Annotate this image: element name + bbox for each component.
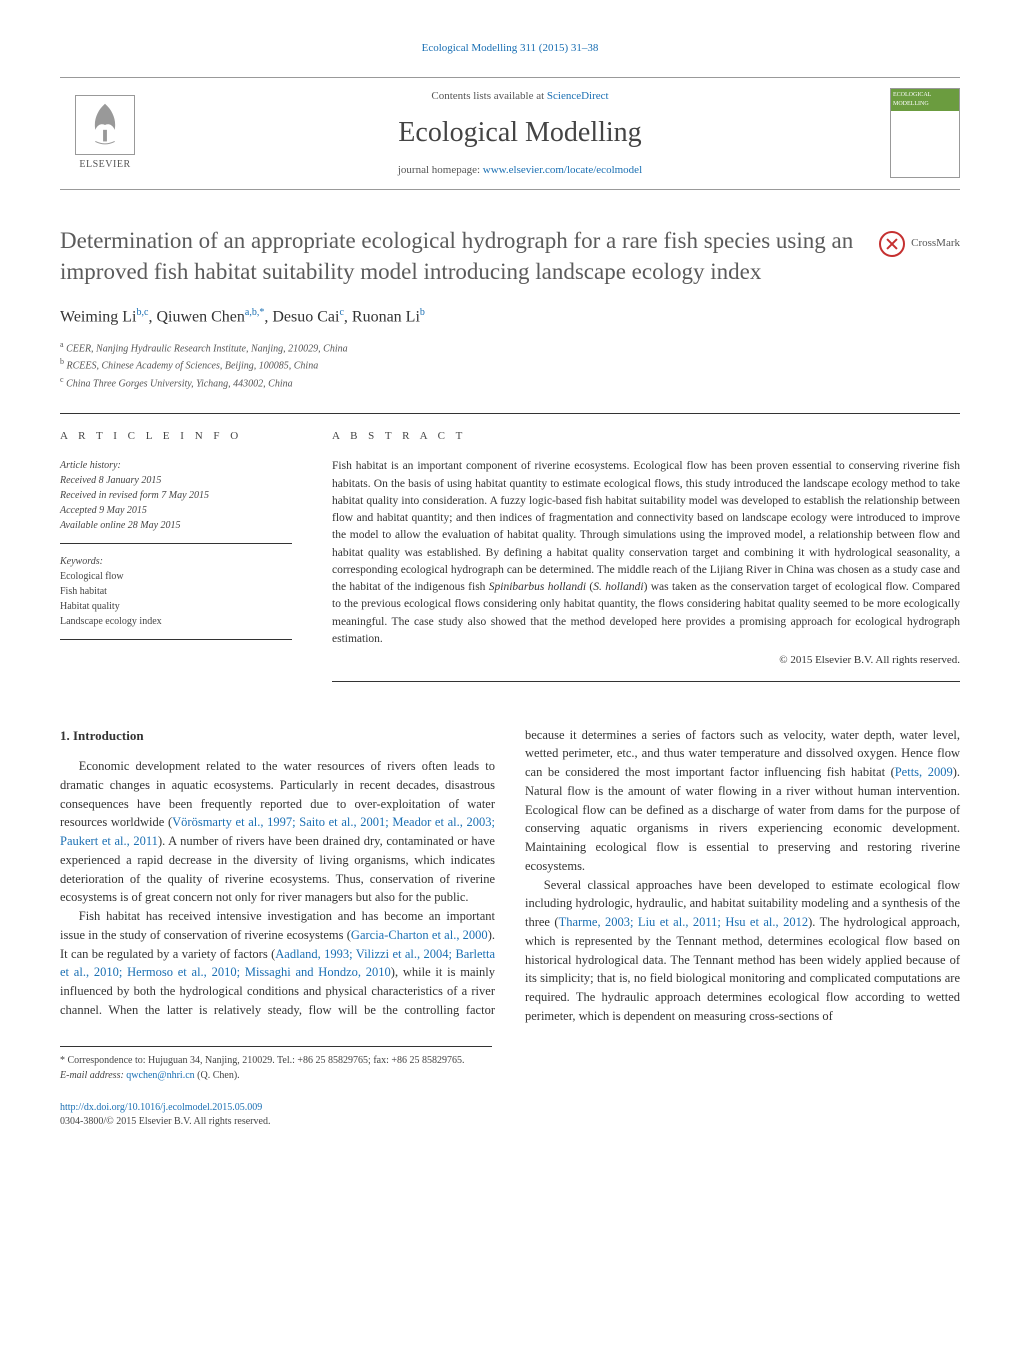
affiliation-c: c China Three Gorges University, Yichang… (60, 374, 960, 391)
body-paragraph: Several classical approaches have been d… (525, 876, 960, 1026)
sciencedirect-link[interactable]: ScienceDirect (547, 90, 609, 102)
section-heading-intro: 1. Introduction (60, 726, 495, 746)
issn-copyright: 0304-3800/© 2015 Elsevier B.V. All right… (60, 1116, 270, 1127)
abstract-column: a b s t r a c t Fish habitat is an impor… (312, 414, 960, 696)
affiliation-b: b RCEES, Chinese Academy of Sciences, Be… (60, 356, 960, 373)
affiliations: a CEER, Nanjing Hydraulic Research Insti… (60, 339, 960, 391)
journal-reference: Ecological Modelling 311 (2015) 31–38 (60, 40, 960, 57)
keywords: Keywords: Ecological flow Fish habitat H… (60, 554, 292, 640)
body-text: 1. Introduction Economic development rel… (60, 726, 960, 1026)
publisher-name: ELSEVIER (79, 157, 130, 172)
publisher-logo: ELSEVIER (60, 95, 150, 172)
footnotes: * Correspondence to: Hujuguan 34, Nanjin… (60, 1046, 492, 1083)
elsevier-tree-icon (75, 95, 135, 155)
keyword-item: Landscape ecology index (60, 614, 292, 629)
article-info-label: a r t i c l e i n f o (60, 428, 292, 445)
doi-link[interactable]: http://dx.doi.org/10.1016/j.ecolmodel.20… (60, 1102, 262, 1113)
abstract-copyright: © 2015 Elsevier B.V. All rights reserved… (332, 652, 960, 669)
keyword-item: Habitat quality (60, 599, 292, 614)
homepage-link[interactable]: www.elsevier.com/locate/ecolmodel (483, 164, 642, 176)
email-line: E-mail address: qwchen@nhri.cn (Q. Chen)… (60, 1068, 492, 1083)
contents-line: Contents lists available at ScienceDirec… (150, 88, 890, 105)
author-email-link[interactable]: qwchen@nhri.cn (126, 1070, 194, 1081)
keywords-head: Keywords: (60, 554, 292, 569)
history-head: Article history: (60, 458, 292, 473)
keyword-item: Ecological flow (60, 569, 292, 584)
abstract-text: Fish habitat is an important component o… (332, 458, 960, 681)
journal-ref-link[interactable]: Ecological Modelling 311 (2015) 31–38 (422, 42, 599, 54)
history-revised: Received in revised form 7 May 2015 (60, 488, 292, 503)
citation-link[interactable]: Garcia-Charton et al., 2000 (351, 928, 488, 942)
cover-label: ECOLOGICAL MODELLING (893, 91, 957, 109)
homepage-line: journal homepage: www.elsevier.com/locat… (150, 162, 890, 179)
header-banner: ELSEVIER Contents lists available at Sci… (60, 77, 960, 190)
contents-prefix: Contents lists available at (431, 90, 546, 102)
crossmark-icon (879, 231, 905, 257)
doi-block: http://dx.doi.org/10.1016/j.ecolmodel.20… (60, 1101, 960, 1129)
banner-center: Contents lists available at ScienceDirec… (150, 88, 890, 179)
journal-name: Ecological Modelling (150, 112, 890, 154)
journal-cover-thumbnail: ECOLOGICAL MODELLING (890, 88, 960, 178)
history-accepted: Accepted 9 May 2015 (60, 503, 292, 518)
article-title: Determination of an appropriate ecologic… (60, 225, 859, 287)
abstract-label: a b s t r a c t (332, 428, 960, 445)
body-paragraph: Economic development related to the wate… (60, 757, 495, 907)
corresponding-author-note: * Correspondence to: Hujuguan 34, Nanjin… (60, 1053, 492, 1068)
citation-link[interactable]: Petts, 2009 (895, 765, 953, 779)
affiliation-a: a CEER, Nanjing Hydraulic Research Insti… (60, 339, 960, 356)
article-info-column: a r t i c l e i n f o Article history: R… (60, 414, 312, 696)
crossmark-label: CrossMark (911, 235, 960, 252)
author-list: Weiming Lib,c, Qiuwen Chena,b,*, Desuo C… (60, 305, 960, 329)
history-received: Received 8 January 2015 (60, 473, 292, 488)
citation-link[interactable]: Tharme, 2003; Liu et al., 2011; Hsu et a… (559, 915, 809, 929)
history-online: Available online 28 May 2015 (60, 518, 292, 533)
keyword-item: Fish habitat (60, 584, 292, 599)
homepage-prefix: journal homepage: (398, 164, 483, 176)
article-history: Article history: Received 8 January 2015… (60, 458, 292, 544)
crossmark-badge[interactable]: CrossMark (879, 231, 960, 257)
